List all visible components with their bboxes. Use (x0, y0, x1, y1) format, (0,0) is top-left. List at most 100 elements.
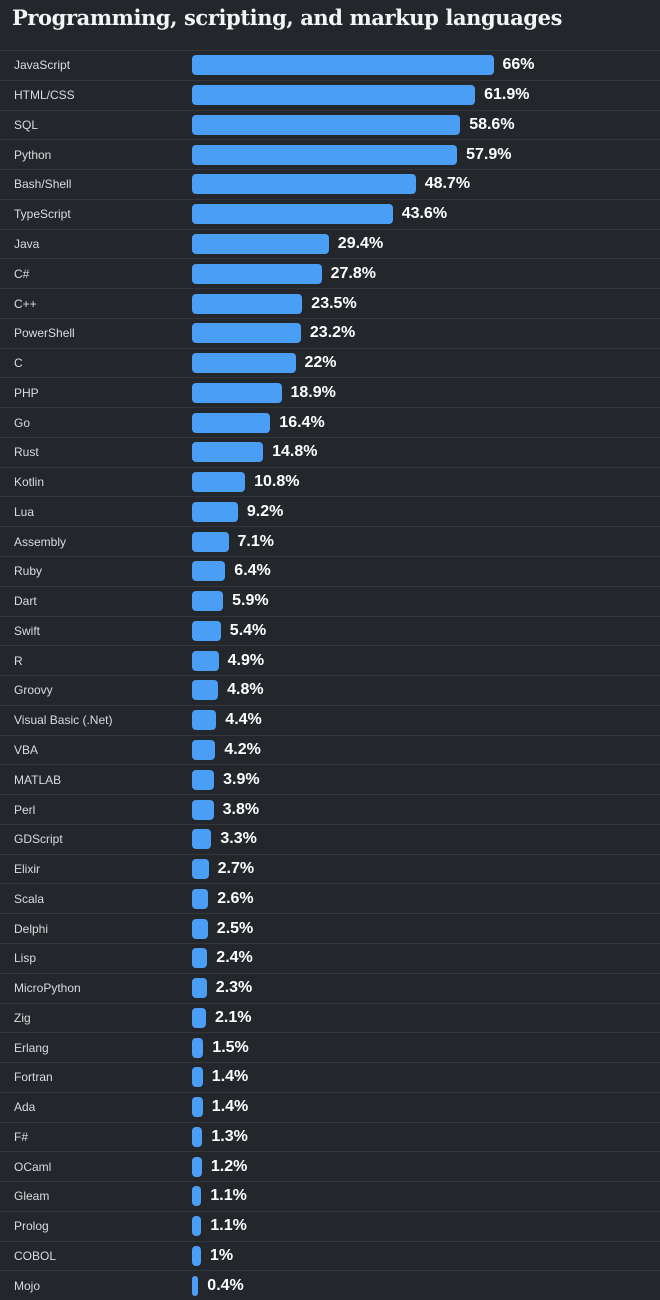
percentage-value-label: 7.1% (237, 532, 274, 550)
language-label: OCaml (14, 1159, 52, 1174)
percentage-value-label: 1.1% (210, 1217, 247, 1235)
language-label: Swift (14, 623, 41, 638)
percentage-bar (192, 650, 219, 671)
percentage-bar (192, 531, 229, 552)
percentage-bar (192, 1067, 203, 1088)
percentage-value-label: 14.8% (272, 443, 318, 461)
percentage-value-label: 2.3% (215, 979, 253, 997)
language-label: Prolog (14, 1219, 49, 1234)
chart-row: Lua 9.2% (0, 496, 660, 526)
percentage-bar (192, 353, 296, 374)
chart-row: Assembly 7.1% (0, 526, 660, 556)
percentage-bar (192, 948, 208, 969)
language-label: Delphi (14, 921, 49, 936)
chart-row: R 4.9% (0, 645, 660, 675)
percentage-bar (192, 739, 216, 760)
language-label: Rust (14, 445, 39, 460)
percentage-bar (192, 442, 264, 463)
percentage-value-label: 6.4% (234, 562, 271, 580)
chart-row: Erlang 1.5% (0, 1032, 660, 1062)
language-label: Perl (14, 802, 36, 817)
percentage-value-label: 1.2% (210, 1157, 248, 1175)
percentage-value-label: 0.4% (207, 1276, 244, 1294)
percentage-bar (192, 1216, 202, 1237)
language-label: Fortran (14, 1070, 53, 1085)
percentage-value-label: 1.4% (211, 1068, 249, 1086)
chart-row: Delphi 2.5% (0, 913, 660, 943)
percentage-value-label: 1.3% (211, 1127, 248, 1145)
percentage-value-label: 23.2% (309, 324, 356, 342)
percentage-value-label: 22% (304, 354, 337, 372)
language-label: PowerShell (14, 326, 75, 341)
language-label: Kotlin (14, 475, 45, 490)
language-label: Bash/Shell (14, 177, 72, 192)
percentage-bar (192, 204, 393, 225)
percentage-bar (192, 1275, 199, 1296)
chart-row: Scala 2.6% (0, 883, 660, 913)
percentage-bar (192, 1156, 202, 1177)
chart-row: Fortran 1.4% (0, 1062, 660, 1092)
language-label: Elixir (14, 862, 40, 877)
chart-row: HTML/CSS 61.9% (0, 79, 660, 110)
percentage-bar (192, 859, 209, 880)
percentage-bar (192, 382, 282, 403)
percentage-bar (192, 888, 209, 909)
percentage-value-label: 1.4% (211, 1098, 249, 1116)
language-label: C# (14, 266, 30, 281)
chart-row: JavaScript 66% (0, 50, 660, 80)
percentage-bar (192, 293, 303, 314)
percentage-value-label: 58.6% (469, 115, 515, 133)
chart-row: MicroPython 2.3% (0, 972, 660, 1003)
language-label: Dart (14, 594, 37, 609)
percentage-bar (192, 769, 215, 790)
percentage-bar (192, 233, 329, 254)
chart-row: Prolog 1.1% (0, 1210, 660, 1241)
percentage-value-label: 61.9% (484, 86, 530, 104)
percentage-value-label: 4.4% (225, 711, 262, 729)
chart-row: Swift 5.4% (0, 615, 660, 646)
language-label: Mojo (14, 1278, 41, 1293)
chart-row: Ruby 6.4% (0, 556, 660, 586)
percentage-bar (192, 918, 208, 939)
language-label: SQL (14, 117, 39, 132)
language-label: R (14, 653, 23, 668)
percentage-bar (192, 591, 224, 612)
chart-row: PowerShell 23.2% (0, 317, 660, 348)
chart-row: COBOL 1% (0, 1240, 660, 1271)
chart-row: Bash/Shell 48.7% (0, 169, 660, 199)
percentage-bar (192, 144, 458, 165)
chart-row: Perl 3.8% (0, 794, 660, 824)
chart-row: TypeScript 43.6% (0, 198, 660, 229)
percentage-bar (192, 1246, 201, 1266)
chart-row: OCaml 1.2% (0, 1151, 660, 1181)
percentage-value-label: 27.8% (330, 264, 376, 282)
percentage-value-label: 2.4% (216, 949, 253, 967)
language-label: Erlang (14, 1040, 49, 1055)
language-label: Ada (14, 1100, 36, 1115)
chart-row: Python 57.9% (0, 139, 660, 169)
chart-row: GDScript 3.3% (0, 823, 660, 854)
percentage-value-label: 1% (210, 1247, 234, 1264)
percentage-bar (192, 85, 476, 106)
language-label: Ruby (14, 564, 43, 579)
percentage-value-label: 4.2% (224, 740, 261, 758)
language-label: COBOL (14, 1249, 57, 1263)
percentage-bar (192, 1097, 203, 1118)
language-label: VBA (14, 742, 39, 757)
percentage-value-label: 1.1% (210, 1187, 247, 1205)
percentage-bar (192, 55, 494, 76)
percentage-value-label: 2.7% (217, 860, 255, 878)
language-label: F# (14, 1129, 29, 1144)
language-label: TypeScript (14, 207, 71, 222)
percentage-value-label: 2.5% (216, 919, 254, 937)
percentage-value-label: 2.6% (217, 889, 254, 907)
chart-rows: JavaScript 66% HTML/CSS 61.9% SQL 58.6% … (0, 50, 660, 1300)
language-label: MicroPython (14, 981, 81, 996)
percentage-value-label: 66% (502, 56, 535, 74)
language-label: Scala (14, 891, 45, 906)
chart-row: C++ 23.5% (0, 288, 660, 318)
percentage-bar (192, 1007, 206, 1028)
chart-row: Rust 14.8% (0, 436, 660, 467)
percentage-bar (192, 114, 461, 135)
